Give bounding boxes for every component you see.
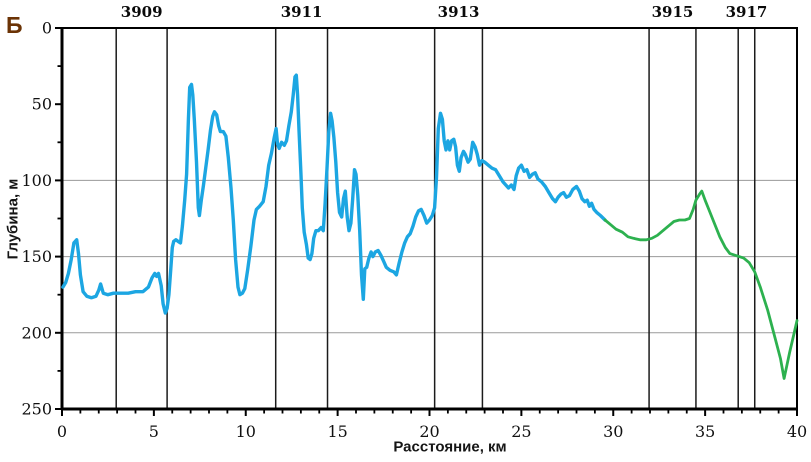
interpolated-depth-profile-line bbox=[603, 189, 799, 380]
x-tick-label-5: 5 bbox=[149, 422, 159, 441]
x-tick-label-0: 0 bbox=[57, 422, 67, 441]
x-tick-label-10: 10 bbox=[236, 422, 256, 441]
station-label-3911: 3911 bbox=[281, 3, 323, 21]
x-tick-label-30: 30 bbox=[603, 422, 623, 441]
x-tick-label-40: 40 bbox=[787, 422, 807, 441]
x-tick-label-35: 35 bbox=[695, 422, 715, 441]
station-label-3915: 3915 bbox=[652, 3, 694, 21]
measured-depth-profile-line bbox=[61, 73, 607, 315]
y-tick-label-50: 50 bbox=[32, 95, 52, 114]
y-tick-label-250: 250 bbox=[21, 400, 52, 419]
x-tick-label-25: 25 bbox=[511, 422, 531, 441]
station-label-3909: 3909 bbox=[121, 3, 163, 21]
y-tick-label-0: 0 bbox=[42, 19, 52, 38]
station-label-3917: 3917 bbox=[726, 3, 768, 21]
station-lines: 3909 3911 3913 3915 3917 bbox=[115, 3, 768, 409]
y-axis-title: Глубина, м bbox=[4, 178, 22, 260]
y-tick-label-200: 200 bbox=[21, 323, 52, 342]
panel-label: Б bbox=[6, 12, 23, 38]
x-axis-title: Расстояние, км bbox=[393, 438, 507, 456]
y-tick-label-150: 150 bbox=[21, 247, 52, 266]
y-tick-label-100: 100 bbox=[21, 171, 52, 190]
station-label-3913: 3913 bbox=[438, 3, 480, 21]
x-tick-label-15: 15 bbox=[327, 422, 347, 441]
x-tick-label-20: 20 bbox=[419, 422, 439, 441]
axis-ticks: 0 5 10 15 20 25 30 35 40 0 50 100 150 200 250 bbox=[21, 19, 807, 442]
